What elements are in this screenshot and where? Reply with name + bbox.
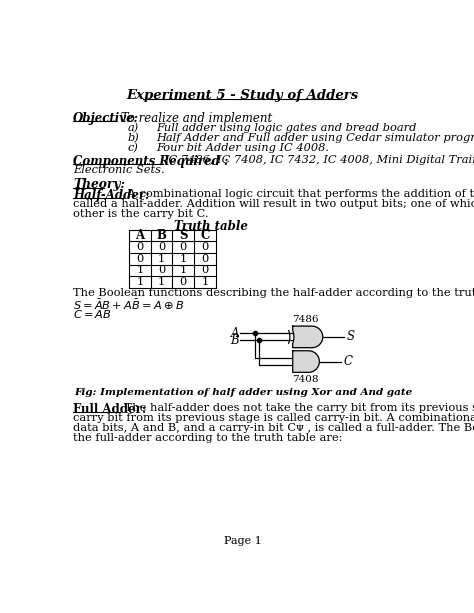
- Text: A combinational logic circuit that performs the addition of two data bits, A and: A combinational logic circuit that perfo…: [124, 189, 474, 199]
- Text: 0: 0: [136, 242, 144, 252]
- Text: b): b): [128, 133, 139, 143]
- Text: Theory:: Theory:: [73, 178, 125, 191]
- Text: Experiment 5 - Study of Adders: Experiment 5 - Study of Adders: [127, 89, 359, 102]
- Text: $C = AB$: $C = AB$: [73, 308, 112, 319]
- Text: 1: 1: [180, 254, 187, 264]
- Text: data bits, A and B, and a carry-in bit Cᴪ , is called a full-adder. The Boolean : data bits, A and B, and a carry-in bit C…: [73, 423, 474, 433]
- Text: B: B: [230, 334, 239, 347]
- Text: S: S: [347, 330, 355, 343]
- Text: other is the carry bit C.: other is the carry bit C.: [73, 209, 209, 219]
- Text: To realize and implement: To realize and implement: [117, 112, 272, 125]
- Text: Full adder using logic gates and bread board: Full adder using logic gates and bread b…: [156, 123, 417, 133]
- Text: Page 1: Page 1: [224, 536, 262, 546]
- Text: carry bit from its previous stage is called carry-in bit. A combinational logic : carry bit from its previous stage is cal…: [73, 413, 474, 423]
- Text: S: S: [179, 229, 188, 242]
- Text: C: C: [200, 229, 210, 242]
- Text: Truth table: Truth table: [174, 220, 248, 233]
- Text: Electronic Sets.: Electronic Sets.: [73, 165, 165, 175]
- Text: 1: 1: [158, 277, 165, 287]
- Text: 0: 0: [158, 265, 165, 275]
- Text: Four bit Adder using IC 4008.: Four bit Adder using IC 4008.: [156, 143, 329, 153]
- Text: 0: 0: [136, 254, 144, 264]
- Text: The half-adder does not take the carry bit from its previous stage into account.: The half-adder does not take the carry b…: [121, 403, 474, 413]
- Text: 1: 1: [136, 277, 144, 287]
- Text: C: C: [343, 355, 352, 368]
- Text: a): a): [128, 123, 139, 133]
- Polygon shape: [293, 351, 319, 372]
- Text: 0: 0: [201, 265, 209, 275]
- Text: 1: 1: [136, 265, 144, 275]
- Text: 0: 0: [180, 277, 187, 287]
- Text: 7486: 7486: [292, 315, 319, 324]
- Text: Objective:: Objective:: [73, 112, 139, 125]
- Text: c): c): [128, 143, 138, 153]
- Text: Half-Adder:: Half-Adder:: [73, 189, 150, 202]
- Text: 0: 0: [201, 242, 209, 252]
- Text: $S = \bar{A}B + A\bar{B} = A \oplus B$: $S = \bar{A}B + A\bar{B} = A \oplus B$: [73, 298, 184, 312]
- Text: IC 7486, IC 7408, IC 7432, IC 4008, Mini Digital Training and Digital: IC 7486, IC 7408, IC 7432, IC 4008, Mini…: [164, 155, 474, 165]
- Text: Components Required :: Components Required :: [73, 155, 228, 168]
- Text: 0: 0: [180, 242, 187, 252]
- Text: 1: 1: [180, 265, 187, 275]
- Text: 0: 0: [158, 242, 165, 252]
- Text: the full-adder according to the truth table are:: the full-adder according to the truth ta…: [73, 433, 343, 443]
- Text: called a half-adder. Addition will result in two output bits; one of which is th: called a half-adder. Addition will resul…: [73, 199, 474, 209]
- Text: 7408: 7408: [292, 375, 319, 384]
- Text: B: B: [156, 229, 166, 242]
- Text: A: A: [135, 229, 145, 242]
- Text: Half Adder and Full adder using Cedar simulator program.: Half Adder and Full adder using Cedar si…: [156, 133, 474, 143]
- Text: A: A: [230, 327, 239, 340]
- Polygon shape: [293, 326, 323, 348]
- Text: 0: 0: [201, 254, 209, 264]
- Text: Full Adder:: Full Adder:: [73, 403, 146, 416]
- Text: Fig: Implementation of half adder using Xor and And gate: Fig: Implementation of half adder using …: [74, 387, 412, 397]
- Text: The Boolean functions describing the half-adder according to the truth table are: The Boolean functions describing the hal…: [73, 287, 474, 298]
- Text: 1: 1: [201, 277, 209, 287]
- Text: 1: 1: [158, 254, 165, 264]
